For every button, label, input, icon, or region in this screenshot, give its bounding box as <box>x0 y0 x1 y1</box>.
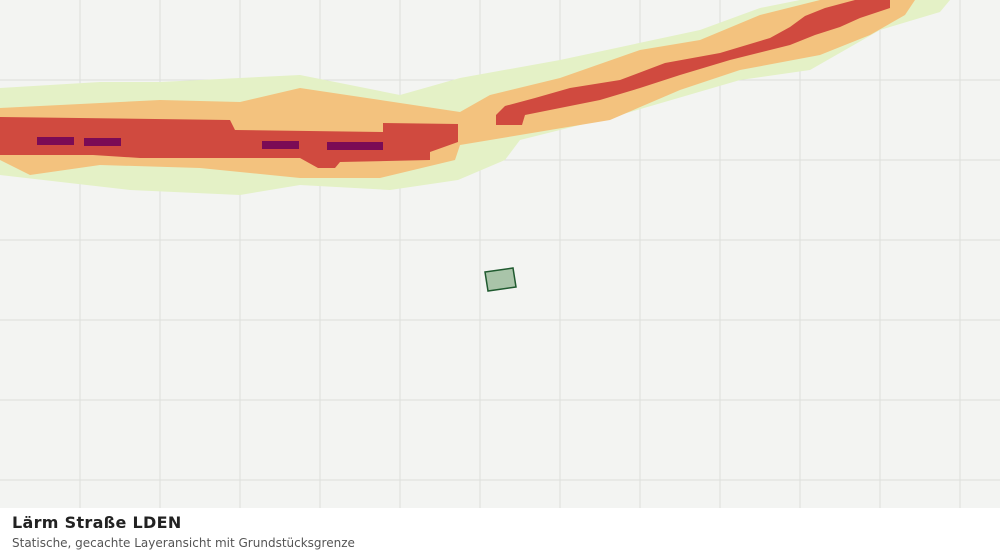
map-subtitle: Statische, gecachte Layeransicht mit Gru… <box>12 536 355 550</box>
parcel-boundary[interactable] <box>484 267 517 292</box>
map <box>0 0 1000 508</box>
map-title: Lärm Straße LDEN <box>12 513 182 532</box>
noise-zone-very-high <box>37 137 383 150</box>
noise-zone-high <box>0 117 458 168</box>
noise-zone-high <box>496 0 890 125</box>
